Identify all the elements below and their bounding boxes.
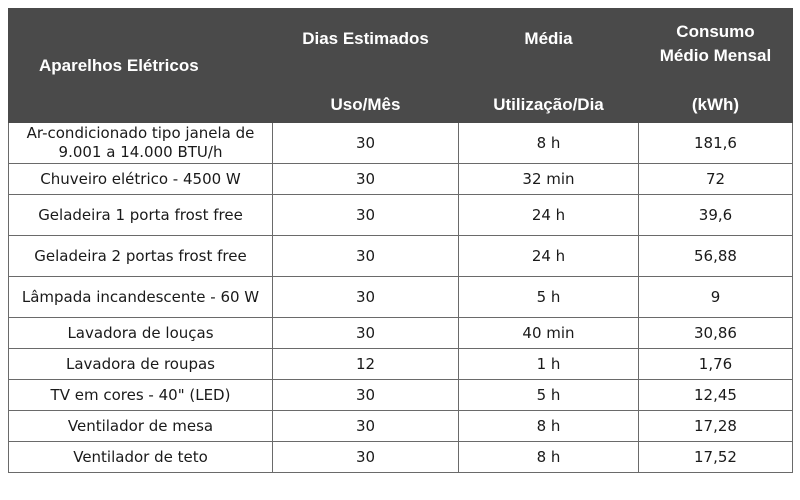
cell-aparelho: Lâmpada incandescente - 60 W — [8, 276, 273, 318]
cell-consumo: 12,45 — [638, 379, 793, 411]
consumption-table: Aparelhos Elétricos Dias Estimados Média… — [8, 8, 793, 473]
table-row: Lavadora de louças 30 40 min 30,86 — [8, 317, 793, 349]
cell-media: 24 h — [458, 194, 639, 236]
table-row: Geladeira 1 porta frost free 30 24 h 39,… — [8, 194, 793, 236]
header-utilizacao-dia: Utilização/Dia — [458, 87, 639, 123]
table-container: Aparelhos Elétricos Dias Estimados Média… — [8, 8, 793, 473]
cell-media: 1 h — [458, 348, 639, 380]
header-aparelhos: Aparelhos Elétricos — [8, 8, 273, 123]
cell-consumo: 30,86 — [638, 317, 793, 349]
cell-media: 8 h — [458, 122, 639, 164]
cell-consumo: 181,6 — [638, 122, 793, 164]
cell-aparelho: TV em cores - 40" (LED) — [8, 379, 273, 411]
table-row: Lâmpada incandescente - 60 W 30 5 h 9 — [8, 276, 793, 318]
cell-media: 5 h — [458, 379, 639, 411]
cell-media: 8 h — [458, 410, 639, 442]
cell-dias: 30 — [272, 235, 459, 277]
cell-media: 24 h — [458, 235, 639, 277]
header-media: Média — [458, 8, 639, 88]
cell-dias: 30 — [272, 441, 459, 473]
header-uso-mes: Uso/Mês — [272, 87, 459, 123]
table-row: TV em cores - 40" (LED) 30 5 h 12,45 — [8, 379, 793, 411]
table-body: Ar-condicionado tipo janela de 9.001 a 1… — [8, 122, 793, 473]
header-consumo: Consumo Médio Mensal — [638, 8, 793, 88]
cell-aparelho: Geladeira 1 porta frost free — [8, 194, 273, 236]
header-consumo-line2: Médio Mensal — [659, 46, 772, 65]
cell-dias: 30 — [272, 379, 459, 411]
cell-media: 32 min — [458, 163, 639, 195]
cell-dias: 30 — [272, 163, 459, 195]
cell-dias: 30 — [272, 194, 459, 236]
cell-media: 40 min — [458, 317, 639, 349]
cell-consumo: 39,6 — [638, 194, 793, 236]
header-row-top: Aparelhos Elétricos Dias Estimados Média… — [8, 8, 793, 123]
header-consumo-line1: Consumo — [676, 22, 755, 41]
table-row: Geladeira 2 portas frost free 30 24 h 56… — [8, 235, 793, 277]
cell-consumo: 17,28 — [638, 410, 793, 442]
cell-dias: 30 — [272, 122, 459, 164]
cell-media: 5 h — [458, 276, 639, 318]
cell-dias: 30 — [272, 317, 459, 349]
table-row: Ventilador de mesa 30 8 h 17,28 — [8, 410, 793, 442]
cell-consumo: 56,88 — [638, 235, 793, 277]
cell-aparelho: Ar-condicionado tipo janela de 9.001 a 1… — [8, 122, 273, 164]
cell-aparelho: Lavadora de roupas — [8, 348, 273, 380]
cell-aparelho: Chuveiro elétrico - 4500 W — [8, 163, 273, 195]
cell-dias: 12 — [272, 348, 459, 380]
cell-dias: 30 — [272, 410, 459, 442]
table-row: Lavadora de roupas 12 1 h 1,76 — [8, 348, 793, 380]
cell-dias: 30 — [272, 276, 459, 318]
header-kwh: (kWh) — [638, 87, 793, 123]
cell-aparelho: Lavadora de louças — [8, 317, 273, 349]
header-dias-estimados: Dias Estimados — [272, 8, 459, 88]
cell-consumo: 9 — [638, 276, 793, 318]
cell-media: 8 h — [458, 441, 639, 473]
table-header: Aparelhos Elétricos Dias Estimados Média… — [8, 8, 793, 123]
cell-consumo: 1,76 — [638, 348, 793, 380]
table-row: Ar-condicionado tipo janela de 9.001 a 1… — [8, 122, 793, 164]
cell-aparelho: Ventilador de mesa — [8, 410, 273, 442]
table-row: Chuveiro elétrico - 4500 W 30 32 min 72 — [8, 163, 793, 195]
header-row-bottom: Uso/Mês Utilização/Dia (kWh) — [9, 87, 793, 123]
cell-aparelho: Ventilador de teto — [8, 441, 273, 473]
cell-aparelho: Geladeira 2 portas frost free — [8, 235, 273, 277]
cell-consumo: 17,52 — [638, 441, 793, 473]
table-row: Ventilador de teto 30 8 h 17,52 — [8, 441, 793, 473]
cell-consumo: 72 — [638, 163, 793, 195]
